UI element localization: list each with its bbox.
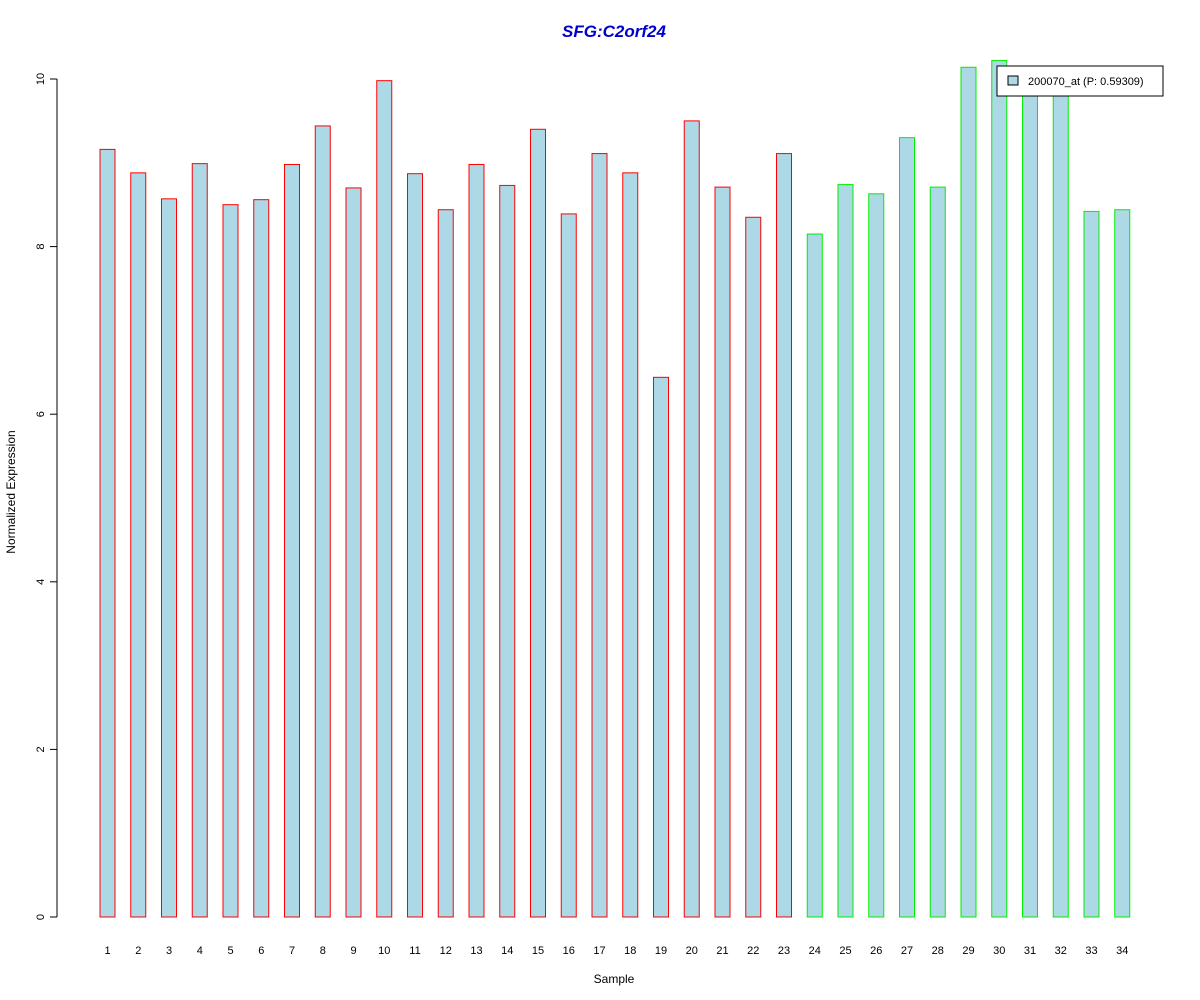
bar-31 — [1022, 88, 1038, 918]
bar-11 — [407, 173, 423, 918]
x-tick-label: 1 — [104, 945, 110, 957]
y-tick-label: 6 — [35, 411, 47, 417]
bar-21 — [714, 186, 731, 918]
bar-22 — [745, 216, 762, 918]
x-tick-label: 22 — [747, 945, 759, 957]
bar-7 — [284, 163, 300, 918]
x-tick-label: 4 — [197, 945, 203, 957]
x-tick-label: 30 — [993, 945, 1005, 957]
bar-29 — [960, 66, 977, 918]
y-tick-label: 8 — [35, 244, 47, 250]
y-tick-label: 4 — [35, 579, 47, 585]
bar-18 — [622, 172, 639, 918]
x-tick-label: 12 — [440, 945, 452, 957]
x-tick-label: 11 — [409, 945, 420, 957]
y-axis: 0 2 4 6 8 10 — [35, 73, 58, 920]
bar-14 — [499, 184, 516, 918]
legend-swatch — [1007, 75, 1019, 86]
bar-19 — [653, 376, 669, 918]
x-tick-label: 2 — [135, 945, 141, 957]
x-tick-label: 14 — [501, 945, 513, 957]
bar-13 — [468, 163, 485, 918]
x-tick-label: 29 — [962, 945, 974, 957]
x-tick-label: 6 — [258, 945, 264, 957]
bar-23 — [776, 153, 792, 918]
chart-title: SFG:C2orf24 — [562, 22, 666, 41]
x-tick-label: 5 — [227, 945, 233, 957]
bar-33 — [1083, 210, 1100, 918]
legend: 200070_at (P: 0.59309) — [996, 65, 1164, 97]
bar-6 — [253, 199, 270, 918]
bar-27 — [899, 137, 915, 918]
x-tick-label: 26 — [870, 945, 882, 957]
x-tick-label: 32 — [1055, 945, 1067, 957]
x-tick-label: 9 — [350, 945, 356, 957]
x-tick-label: 17 — [593, 945, 605, 957]
bar-26 — [868, 193, 885, 918]
bar-30 — [991, 60, 1008, 918]
bar-9 — [345, 187, 362, 918]
x-tick-label: 3 — [166, 945, 172, 957]
x-tick-label: 33 — [1085, 945, 1097, 957]
x-tick-label: 15 — [532, 945, 544, 957]
bar-28 — [929, 186, 946, 918]
x-tick-label: 25 — [839, 945, 851, 957]
bar-3 — [161, 198, 177, 918]
bar-12 — [437, 209, 454, 918]
y-tick-label: 10 — [35, 73, 47, 85]
bars — [99, 60, 1131, 918]
x-axis-label: Sample — [594, 972, 635, 986]
x-tick-label: 28 — [932, 945, 944, 957]
x-tick-label: 19 — [655, 945, 667, 957]
bar-1 — [99, 148, 116, 918]
x-tick-labels: 1 2 3 4 5 6 7 8 9 10 11 12 13 14 15 16 17 18 19 20 21 22 23 24 2… — [104, 945, 1128, 957]
bar-2 — [130, 172, 147, 918]
y-tick-label: 0 — [35, 914, 47, 920]
x-tick-label: 20 — [686, 945, 698, 957]
y-tick-label: 2 — [35, 746, 47, 752]
legend-box — [996, 65, 1164, 97]
x-tick-label: 24 — [809, 945, 821, 957]
x-tick-label: 27 — [901, 945, 913, 957]
y-axis-label: Normalized Expression — [4, 430, 18, 553]
x-tick-label: 23 — [778, 945, 790, 957]
bar-20 — [683, 120, 700, 918]
x-tick-label: 16 — [563, 945, 575, 957]
bar-32 — [1052, 82, 1069, 918]
legend-label: 200070_at (P: 0.59309) — [1028, 76, 1144, 88]
bar-17 — [591, 153, 608, 918]
x-tick-label: 13 — [470, 945, 482, 957]
bar-15 — [530, 128, 546, 918]
x-tick-label: 31 — [1024, 945, 1036, 957]
bar-24 — [806, 233, 823, 918]
x-tick-label: 34 — [1116, 945, 1128, 957]
bar-5 — [222, 204, 239, 918]
x-tick-label: 8 — [320, 945, 326, 957]
x-tick-label: 7 — [289, 945, 295, 957]
x-tick-label: 21 — [716, 945, 728, 957]
bar-16 — [560, 213, 577, 918]
bar-4 — [191, 163, 208, 918]
bar-25 — [837, 184, 854, 918]
x-tick-label: 10 — [378, 945, 390, 957]
bar-10 — [376, 80, 393, 918]
bar-34 — [1114, 209, 1131, 918]
x-tick-label: 18 — [624, 945, 636, 957]
bar-8 — [314, 125, 331, 918]
